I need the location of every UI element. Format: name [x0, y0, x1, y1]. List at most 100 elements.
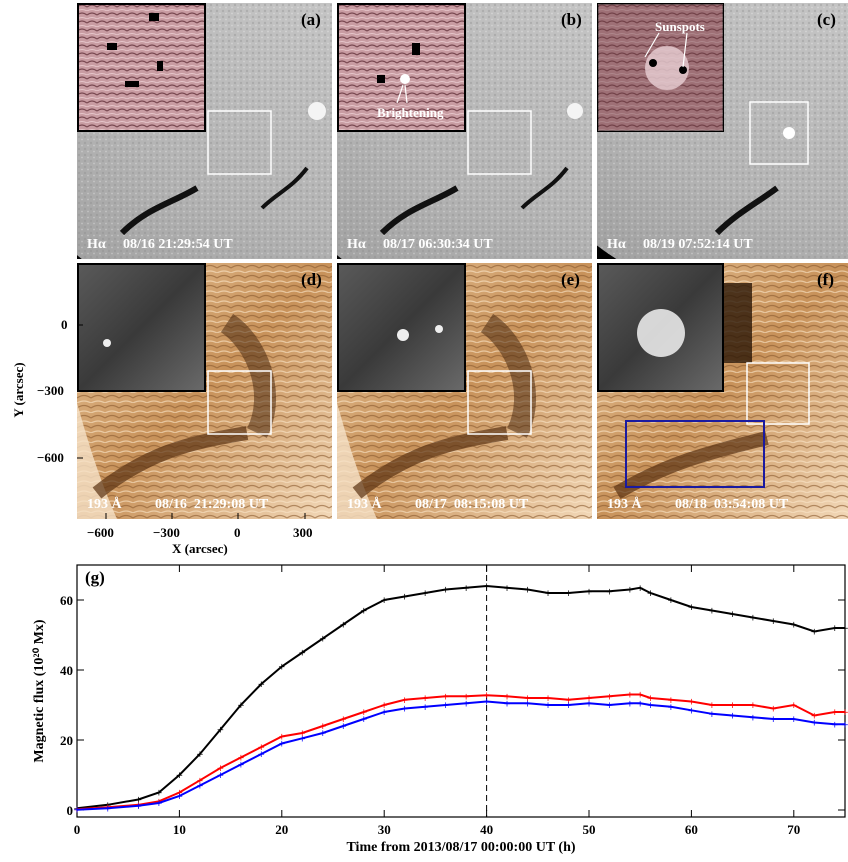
data-point: +	[565, 696, 573, 706]
data-point: +	[831, 708, 839, 718]
data-point: +	[104, 804, 112, 814]
ytick-label: −600	[37, 450, 64, 465]
data-point: +	[421, 589, 429, 599]
data-point: +	[258, 743, 266, 753]
data-point: +	[237, 701, 245, 711]
panel-band: 193 Å	[347, 496, 383, 512]
y-tick-label: 0	[67, 803, 74, 818]
panel-letter: (e)	[561, 270, 580, 289]
data-point: +	[503, 584, 511, 594]
data-point: +	[483, 582, 491, 592]
data-point: +	[217, 726, 225, 736]
data-point: +	[360, 708, 368, 718]
annotation-sunspots: Sunspots	[655, 19, 705, 34]
x-tick-label: 40	[480, 822, 493, 837]
data-point: +	[73, 806, 81, 816]
y-tick-label: 40	[60, 663, 73, 678]
inset-image	[77, 263, 206, 392]
roi-box	[749, 101, 809, 165]
panel-e: (e) 193 Å 08/17 08:15:08 UT	[337, 263, 592, 519]
data-point: +	[217, 771, 225, 781]
x-tick-label: 50	[583, 822, 596, 837]
data-point: +	[647, 589, 655, 599]
data-point: +	[135, 802, 143, 812]
data-point: +	[811, 719, 819, 729]
panel-time: 08/17 06:30:34 UT	[383, 237, 493, 252]
xtick-label: 300	[293, 525, 313, 540]
y-tick-label: 20	[60, 733, 73, 748]
data-point: +	[841, 720, 848, 730]
data-point: +	[258, 680, 266, 690]
data-point: +	[176, 771, 184, 781]
panel-d: (d) 193 Å 08/16 21:29:08 UT	[77, 263, 332, 519]
panel-band: 193 Å	[87, 496, 123, 512]
x-axis-label: Time from 2013/08/17 00:00:00 UT (h)	[346, 840, 575, 855]
data-point: +	[278, 663, 286, 673]
roi-box	[467, 370, 532, 435]
data-point: +	[585, 699, 593, 709]
ytick-label: 0	[61, 317, 68, 332]
data-point: +	[442, 692, 450, 702]
data-point: +	[524, 694, 532, 704]
panel-letter: (f)	[817, 270, 834, 289]
panel-f: (f) 193 Å 08/18 03:54:08 UT	[597, 263, 848, 519]
data-point: +	[299, 734, 307, 744]
data-point: +	[155, 799, 163, 809]
data-point: +	[176, 789, 184, 799]
data-point: +	[565, 701, 573, 711]
data-point: +	[708, 607, 716, 617]
data-point: +	[626, 699, 634, 709]
xtick-label: −600	[87, 525, 114, 540]
panel-c: Sunspots (c) Hα 08/19 07:52:14 UT	[597, 3, 848, 259]
roi-box	[207, 370, 272, 435]
panel-time: 08/17 08:15:08 UT	[415, 497, 529, 512]
data-point: +	[770, 715, 778, 725]
data-point: +	[73, 805, 81, 815]
data-point: +	[647, 694, 655, 704]
data-point: +	[606, 587, 614, 597]
data-point: +	[360, 607, 368, 617]
data-point: +	[176, 792, 184, 802]
roi-box	[467, 110, 532, 175]
annotation-brightening: Brightening	[377, 105, 444, 120]
panel-time: 08/16 21:29:08 UT	[155, 497, 269, 512]
data-point: +	[339, 722, 347, 732]
data-point: +	[636, 699, 644, 709]
data-point: +	[380, 596, 388, 606]
x-tick-label: 70	[787, 822, 800, 837]
data-point: +	[811, 712, 819, 722]
data-point: +	[524, 586, 532, 596]
data-point: +	[217, 764, 225, 774]
roi-box	[746, 362, 810, 425]
data-point: +	[749, 614, 757, 624]
data-point: +	[841, 624, 848, 634]
data-point: +	[278, 733, 286, 743]
panel-a: (a) Hα 08/16 21:29:54 UT	[77, 3, 332, 259]
data-point: +	[770, 617, 778, 627]
data-point: +	[729, 712, 737, 722]
data-point: +	[688, 706, 696, 716]
data-point: +	[831, 624, 839, 634]
data-point: +	[462, 584, 470, 594]
data-point: +	[790, 621, 798, 631]
panel-d-axes	[77, 324, 306, 519]
data-point: +	[258, 750, 266, 760]
data-point: +	[503, 699, 511, 709]
data-point: +	[636, 691, 644, 701]
data-point: +	[401, 696, 409, 706]
x-tick-label: 10	[173, 822, 186, 837]
data-point: +	[688, 698, 696, 708]
data-point: +	[790, 701, 798, 711]
data-point: +	[237, 754, 245, 764]
y-axis-label: Magnetic flux (10²⁰ Mx)	[32, 619, 47, 763]
data-point: +	[544, 589, 552, 599]
data-point: +	[749, 701, 757, 711]
blue-box	[625, 420, 765, 488]
data-point: +	[380, 701, 388, 711]
panel-letter: (b)	[561, 10, 582, 29]
data-point: +	[135, 796, 143, 806]
ytick-label: −300	[37, 383, 64, 398]
panel-band: Hα	[607, 237, 626, 252]
data-point: +	[196, 776, 204, 786]
data-point: +	[667, 696, 675, 706]
